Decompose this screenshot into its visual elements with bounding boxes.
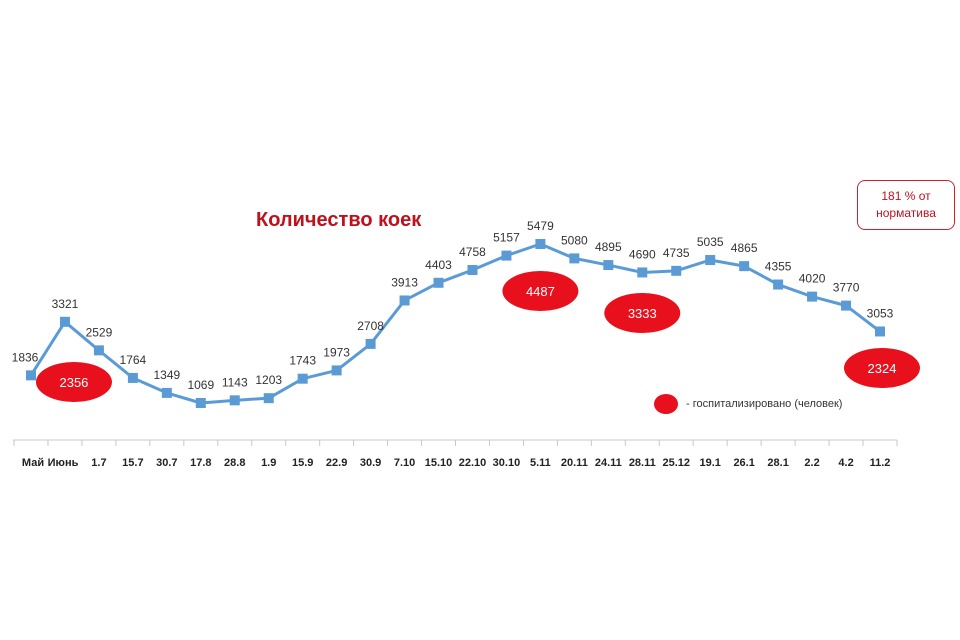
- hospitalized-bubble: [844, 348, 920, 388]
- norm-note-line1: 181 % от: [881, 189, 931, 203]
- data-point: [26, 370, 36, 381]
- data-label: 1836: [12, 350, 39, 364]
- data-label: 3321: [52, 297, 79, 311]
- data-label: 1973: [323, 345, 350, 359]
- legend-marker-icon: [654, 394, 678, 414]
- data-label: 4865: [731, 241, 758, 255]
- data-label: 3770: [833, 281, 860, 295]
- hospitalized-bubble: [604, 293, 681, 333]
- data-point: [637, 267, 648, 278]
- x-tick-label: 15.10: [425, 457, 453, 469]
- data-label: 5035: [697, 235, 724, 249]
- x-tick-label: 30.10: [493, 457, 521, 469]
- x-tick-label: 24.11: [595, 457, 622, 469]
- data-label: 3053: [867, 306, 894, 320]
- hospitalized-bubble: [502, 271, 579, 311]
- data-point: [603, 260, 614, 271]
- x-tick-label: 5.11: [530, 457, 551, 469]
- x-tick-label: 15.9: [292, 457, 313, 469]
- data-point: [671, 265, 682, 276]
- x-tick-label: 4.2: [838, 457, 853, 469]
- series-line: [29, 242, 881, 405]
- data-point: [331, 365, 342, 376]
- data-label: 1143: [222, 375, 248, 389]
- x-tick-label: 1.9: [261, 457, 276, 469]
- x-tick-label: 17.8: [190, 457, 211, 469]
- x-tick-label: 30.7: [156, 457, 177, 469]
- x-tick-label: Июнь: [48, 457, 79, 469]
- x-tick-label: 25.12: [662, 457, 690, 469]
- data-point: [705, 255, 716, 266]
- data-label: 4020: [799, 272, 826, 286]
- hospitalized-label: 2356: [59, 375, 88, 390]
- data-label: 5479: [527, 219, 554, 233]
- x-tick-label: 28.8: [224, 457, 245, 469]
- data-point: [875, 326, 885, 337]
- legend-label: - госпитализировано (человек): [686, 398, 843, 410]
- data-point: [467, 264, 478, 275]
- data-label: 1069: [187, 378, 214, 392]
- norm-note-line2: норматива: [876, 206, 936, 220]
- x-tick-label: 15.7: [122, 457, 143, 469]
- data-label: 3913: [391, 275, 418, 289]
- data-point: [59, 316, 70, 327]
- data-point: [433, 277, 444, 288]
- x-tick-label: 2.2: [804, 457, 819, 469]
- data-label: 4690: [629, 247, 656, 261]
- data-point: [841, 300, 852, 311]
- data-point: [297, 373, 308, 384]
- data-label: 2529: [86, 325, 113, 339]
- data-point: [807, 291, 818, 302]
- data-label: 2708: [357, 319, 384, 333]
- hospitalized-label: 4487: [526, 284, 555, 299]
- hospitalized-label: 3333: [628, 306, 657, 321]
- data-point: [501, 250, 512, 261]
- x-tick-label: 19.1: [699, 457, 720, 469]
- data-label: 5157: [493, 231, 520, 245]
- norm-note-box: 181 % от норматива: [857, 180, 955, 230]
- x-tick-label: 7.10: [394, 457, 415, 469]
- data-point: [263, 393, 274, 404]
- legend: - госпитализировано (человек): [654, 394, 842, 414]
- x-tick-label: 22.9: [326, 457, 347, 469]
- x-tick-label: 26.1: [733, 457, 754, 469]
- hospitalized-label: 2324: [868, 361, 897, 376]
- data-label: 1743: [289, 354, 316, 368]
- data-point: [773, 279, 784, 290]
- data-point: [229, 395, 240, 406]
- hospitalized-bubble: [35, 362, 112, 402]
- data-label: 4758: [459, 245, 486, 259]
- data-label: 4735: [663, 246, 690, 260]
- data-point: [739, 261, 750, 272]
- data-point: [127, 372, 138, 383]
- data-point: [535, 239, 546, 249]
- x-tick-label: 20.11: [561, 457, 588, 469]
- data-label: 4355: [765, 260, 792, 274]
- data-label: 4895: [595, 240, 622, 254]
- x-tick-label: 30.9: [360, 457, 381, 469]
- x-tick-label: 11.2: [870, 457, 891, 469]
- data-point: [93, 345, 104, 356]
- data-label: 1203: [255, 373, 282, 387]
- x-tick-label: 22.10: [459, 457, 487, 469]
- x-tick-label: Май: [22, 457, 44, 469]
- data-label: 5080: [561, 233, 588, 247]
- data-label: 1349: [153, 368, 180, 382]
- data-point: [195, 398, 206, 408]
- data-point: [161, 387, 172, 398]
- x-tick-label: 28.1: [767, 457, 788, 469]
- data-label: 4403: [425, 258, 452, 272]
- data-point: [569, 253, 580, 264]
- data-point: [399, 295, 410, 306]
- chart-title: Количество коек: [256, 209, 422, 231]
- x-tick-label: 1.7: [91, 457, 106, 469]
- x-tick-label: 28.11: [629, 457, 656, 469]
- data-label: 1764: [120, 353, 147, 367]
- data-point: [365, 338, 376, 349]
